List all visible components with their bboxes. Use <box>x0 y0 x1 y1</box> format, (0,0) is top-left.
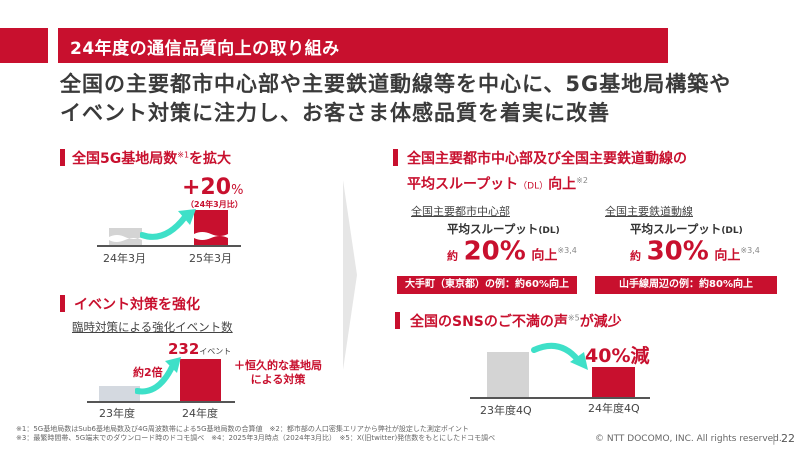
throughput-title-line-1: 全国主要都市中心部及び全国主要鉄道動線の <box>407 151 687 167</box>
growth-value: +20% <box>182 177 243 202</box>
footnotes: ※1：5G基地局数はSub6基地局数及び4G周波数帯による5G基地局数の合算値 … <box>16 425 495 443</box>
chart-baseline <box>87 401 235 403</box>
suffix: 向上 <box>714 248 741 264</box>
section-event-title: イベント対策を強化 <box>74 297 200 313</box>
page-number: 22 <box>781 432 795 445</box>
axis-label: 24年度4Q <box>588 402 640 415</box>
title-dl: （DL） <box>518 181 549 192</box>
section-throughput-title: 全国主要都市中心部及び全国主要鉄道動線の 平均スループット（DL）向上※2 <box>407 148 687 198</box>
footnote-ref: ※1 <box>177 150 190 160</box>
wave-break-icon <box>194 232 228 240</box>
growth-arrow-icon <box>135 357 181 395</box>
event-count-number: 232 <box>168 340 200 358</box>
section-5g-title: 全国5G基地局数※1を拡大 <box>72 148 231 168</box>
suffix: 向上 <box>531 248 558 264</box>
event-count-unit: イベント <box>199 347 232 356</box>
bar-fy24-4q <box>592 367 635 397</box>
growth-arrow-icon <box>140 209 196 240</box>
axis-label: 25年3月 <box>189 252 232 265</box>
axis-label: 24年度 <box>182 407 218 420</box>
title-banner: 24年度の通信品質向上の取り組み <box>58 28 668 63</box>
copyright: © NTT DOCOMO, INC. All rights reserved. <box>595 434 782 444</box>
section-sns-title: 全国のSNSのご不満の声※5が減少 <box>410 311 622 331</box>
headline-line-1: 全国の主要都市中心部や主要鉄道動線等を中心に、5G基地局構築や <box>60 72 732 96</box>
bar-fy23 <box>99 386 140 401</box>
event-count: 232イベント <box>168 340 231 358</box>
footnote-line-1: ※1：5G基地局数はSub6基地局数及び4G周波数帯による5G基地局数の合算値 … <box>16 425 469 433</box>
section-marker <box>393 149 398 166</box>
metric-text: 平均スループット <box>447 222 539 236</box>
footnote-ref: ※5 <box>567 313 580 323</box>
metric-label: 平均スループット(DL) <box>630 221 743 237</box>
example-yamanote: 山手線周辺の例：約80%向上 <box>595 276 777 294</box>
section-5g-title-suffix: を拡大 <box>189 151 232 167</box>
page-separator: | <box>772 432 776 445</box>
decline-arrow-icon <box>531 342 588 370</box>
growth-unit: % <box>231 183 244 198</box>
prefix: 約 <box>630 249 641 263</box>
page-title: 24年度の通信品質向上の取り組み <box>70 39 340 59</box>
title-text: 平均スループット <box>407 176 519 193</box>
bar-24-march <box>109 228 142 245</box>
city-improvement: 約 20% 向上※3,4 <box>447 236 577 271</box>
value: 30% <box>646 236 709 267</box>
wave-break-icon <box>109 235 142 242</box>
metric-text: 平均スループット <box>630 222 722 236</box>
example-otemachi: 大手町（東京都）の例：約60%向上 <box>397 276 577 294</box>
reduction-value: 40%減 <box>585 345 650 367</box>
bar-25-march <box>194 210 228 245</box>
section-event-subtitle: 臨時対策による強化イベント数 <box>72 320 233 334</box>
chart-baseline <box>97 245 241 247</box>
throughput-title-line-2: 平均スループット（DL）向上※2 <box>407 170 687 198</box>
section-marker <box>60 149 65 166</box>
section-divider-chevron <box>343 180 357 370</box>
bar-fy24 <box>180 359 221 401</box>
column-label-railway: 全国主要鉄道動線 <box>605 205 693 218</box>
metric-label: 平均スループット(DL) <box>447 221 560 237</box>
title-text: 全国のSNSのご不満の声 <box>410 314 568 330</box>
section-marker <box>60 295 65 312</box>
prefix: 約 <box>447 249 458 263</box>
chart-baseline <box>470 397 650 399</box>
growth-note: （24年3月比） <box>186 200 243 209</box>
metric-dl: (DL) <box>538 226 560 236</box>
title-text: が減少 <box>579 314 622 330</box>
note-line-2: による対策 <box>250 373 306 386</box>
footnote-ref: ※3,4 <box>557 246 577 255</box>
section-5g-title-text: 全国5G基地局数 <box>72 151 178 167</box>
bar-fy23-4q <box>487 352 529 397</box>
footnote-line-2: ※3：最繁時間帯、5G端末でのダウンロード時のドコモ調べ ※4：2025年3月時… <box>16 434 496 442</box>
railway-improvement: 約 30% 向上※3,4 <box>630 236 760 271</box>
header-accent-block <box>0 28 48 63</box>
axis-label: 24年3月 <box>103 252 146 265</box>
multiplier-label: 約2倍 <box>133 366 163 379</box>
metric-dl: (DL) <box>721 226 743 236</box>
headline-line-2: イベント対策に注力し、お客さま体感品質を着実に改善 <box>60 101 610 125</box>
headline: 全国の主要都市中心部や主要鉄道動線等を中心に、5G基地局構築や イベント対策に注… <box>60 70 731 128</box>
permanent-measures-note: ＋恒久的な基地局 による対策 <box>234 359 322 387</box>
axis-label: 23年度4Q <box>480 404 532 417</box>
value: 20% <box>463 236 526 267</box>
title-text: 向上 <box>548 176 577 193</box>
growth-number: +20 <box>182 175 232 200</box>
footnote-ref: ※3,4 <box>740 246 760 255</box>
footnote-ref: ※2 <box>576 176 588 185</box>
column-label-city: 全国主要都市中心部 <box>411 205 510 218</box>
section-marker <box>395 312 400 329</box>
axis-label: 23年度 <box>99 407 135 420</box>
note-line-1: ＋恒久的な基地局 <box>234 359 322 372</box>
